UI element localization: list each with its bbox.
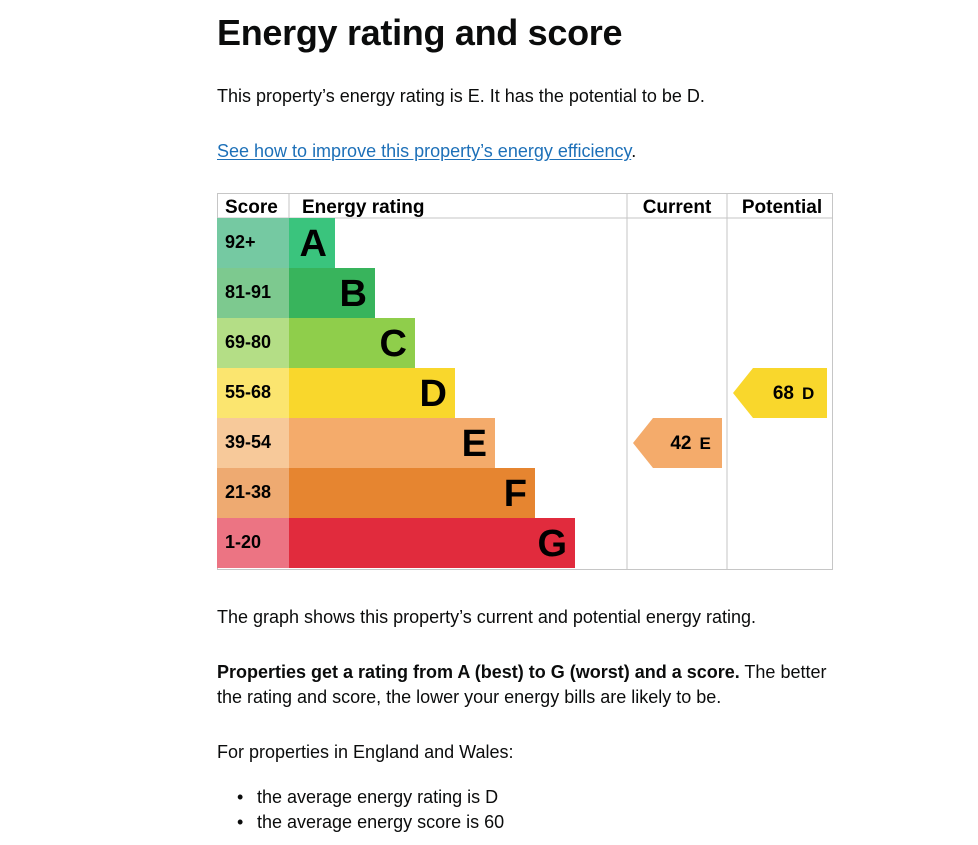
- current-header: Current: [643, 197, 712, 218]
- score-header: Score: [225, 197, 278, 218]
- score-cell-a: [217, 218, 289, 268]
- rating-bar-b: [289, 268, 375, 318]
- rating-letter-d: D: [420, 373, 447, 415]
- rating-bar-a: [289, 218, 335, 268]
- current-arrow: [633, 418, 722, 468]
- rating-bar-e: [289, 418, 495, 468]
- energy-rating-graph: Score Energy rating Current Potential 92…: [217, 193, 833, 570]
- improve-paragraph: See how to improve this property’s energ…: [217, 139, 857, 164]
- rating-letter-e: E: [462, 423, 487, 465]
- rating-letter-b: B: [340, 273, 367, 315]
- score-range-g: 1-20: [225, 532, 261, 552]
- score-cell-e: [217, 418, 289, 468]
- averages-list: the average energy rating is D the avera…: [217, 785, 504, 835]
- score-cell-d: [217, 368, 289, 418]
- improve-link-suffix: .: [631, 141, 637, 161]
- graph-explanation: The graph shows this property’s current …: [217, 607, 756, 627]
- current-score: 42: [670, 433, 691, 454]
- score-range-d: 55-68: [225, 382, 271, 402]
- current-letter: E: [700, 434, 711, 453]
- region-intro: For properties in England and Wales:: [217, 742, 514, 762]
- rating-bar-g: [289, 518, 575, 568]
- current-rating-marker: 42 E: [633, 418, 722, 468]
- rating-letter-g: G: [537, 523, 567, 565]
- page-title: Energy rating and score: [217, 12, 623, 53]
- rating-bar-d: [289, 368, 455, 418]
- rating-bar-f: [289, 468, 535, 518]
- score-range-a: 92+: [225, 232, 256, 252]
- score-range-f: 21-38: [225, 482, 271, 502]
- score-cell-f: [217, 468, 289, 518]
- ratings-explanation-bold: Properties get a rating from A (best) to…: [217, 662, 740, 682]
- score-cell-b: [217, 268, 289, 318]
- improve-efficiency-link[interactable]: See how to improve this property’s energ…: [217, 141, 632, 161]
- ratings-explanation-rest: The better the rating and score, the low…: [217, 662, 827, 707]
- average-rating-item: the average energy rating is D: [237, 785, 504, 810]
- ratings-explanation: Properties get a rating from A (best) to…: [217, 660, 847, 710]
- potential-rating-marker: 68 D: [733, 368, 827, 418]
- potential-arrow: [733, 368, 827, 418]
- rating-bands: 92+ A 81-91 B 69-80 C 55-68 D 39-54 E 21-38 F 1-20 G: [217, 218, 575, 568]
- rating-letter-c: C: [380, 323, 407, 365]
- energy-rating-header: Energy rating: [302, 197, 424, 218]
- score-cell-c: [217, 318, 289, 368]
- rating-bar-c: [289, 318, 415, 368]
- score-range-c: 69-80: [225, 332, 271, 352]
- score-cell-g: [217, 518, 289, 568]
- rating-letter-f: F: [504, 473, 527, 515]
- potential-score: 68: [773, 383, 794, 404]
- average-score-item: the average energy score is 60: [237, 810, 504, 835]
- potential-letter: D: [802, 384, 814, 403]
- score-range-b: 81-91: [225, 282, 271, 302]
- potential-header: Potential: [742, 197, 822, 218]
- rating-summary: This property’s energy rating is E. It h…: [217, 86, 705, 106]
- rating-letter-a: A: [300, 223, 327, 265]
- score-range-e: 39-54: [225, 432, 271, 452]
